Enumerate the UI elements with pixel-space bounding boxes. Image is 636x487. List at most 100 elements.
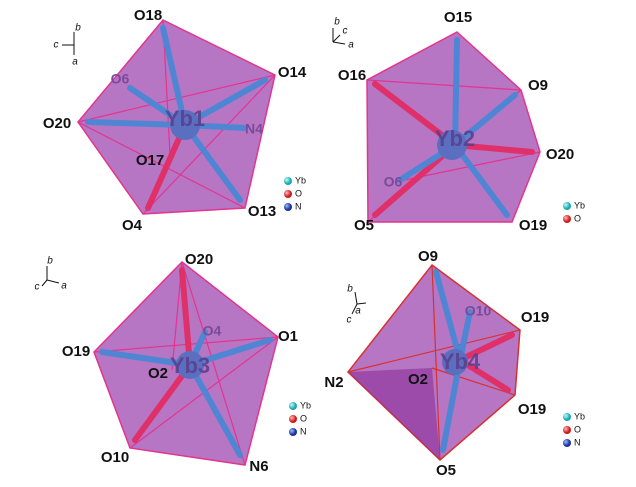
axis-label: c (347, 315, 352, 326)
atom-label: N6 (249, 458, 268, 475)
atom-label: O19 (521, 309, 549, 326)
bond (440, 357, 463, 453)
atom-label: O6 (111, 71, 130, 87)
atom-label: O9 (528, 77, 548, 94)
center-label: Yb3 (170, 353, 210, 378)
axis-label: b (47, 256, 53, 267)
bond (187, 362, 243, 458)
bond (132, 362, 193, 443)
legend-label: O (574, 424, 581, 434)
bond (457, 357, 511, 393)
atom-label: O19 (519, 217, 547, 234)
atom-label: O2 (408, 371, 428, 388)
metal-atom (176, 351, 204, 379)
bond (182, 77, 268, 128)
legend: Yb O N (289, 400, 311, 436)
bond (433, 269, 463, 363)
bond (182, 122, 243, 203)
shape (289, 428, 297, 436)
bond (452, 37, 460, 148)
shape (289, 402, 297, 410)
axis-label: a (355, 306, 361, 317)
panel-2: Yb2 O15 O16 O9 O20 O6 O5 O19 b c a Yb O (332, 9, 585, 234)
axis-label: b (75, 23, 81, 34)
bond (452, 92, 518, 148)
panel-1: Yb1 O18 O14 O6 N4 O20 O17 O13 O4 b c a Y… (43, 7, 307, 234)
atom-label: O4 (203, 323, 222, 339)
bond (457, 332, 515, 363)
bond (431, 264, 441, 461)
atom-label: N4 (245, 121, 263, 137)
atom-label: O1 (278, 328, 298, 345)
shape (284, 203, 292, 211)
bond (351, 303, 358, 315)
bond (46, 279, 60, 284)
atom-label: O2 (148, 365, 168, 382)
atom-label: O16 (338, 67, 366, 84)
atom-label: O17 (136, 152, 164, 169)
axes-indicator: b c a (332, 17, 354, 51)
bond (160, 25, 188, 128)
atom-label: O13 (248, 203, 276, 220)
atom-label: O15 (444, 9, 472, 26)
face (348, 368, 440, 460)
shape (563, 413, 571, 421)
axis-label: a (72, 57, 78, 68)
bond (431, 367, 516, 396)
bond (356, 302, 367, 305)
center-label: Yb2 (435, 126, 475, 151)
legend: Yb O N (284, 175, 306, 211)
bond (77, 121, 246, 209)
bond (452, 142, 535, 155)
bond (41, 279, 48, 287)
shape (284, 190, 292, 198)
bond (142, 74, 276, 215)
axis-label: b (334, 17, 340, 28)
panel-3: Yb3 O20 O4 O1 O19 O2 O10 N6 b c a Yb O N (35, 251, 312, 475)
atom-label: O5 (436, 462, 456, 479)
atom-label: O10 (101, 449, 129, 466)
shape (289, 415, 297, 423)
shape (563, 202, 571, 210)
legend-label: O (295, 188, 302, 198)
legend-label: Yb (574, 200, 585, 210)
metal-atom (442, 349, 468, 375)
axis-label: a (61, 281, 67, 292)
panel-4: Yb4 O9 O10 O19 N2 O2 O19 O5 b c a Yb O N (324, 248, 585, 479)
axes-indicator: b c a (54, 23, 82, 68)
atom-label: O19 (62, 343, 90, 360)
legend-label: N (574, 437, 581, 447)
axis-label: a (348, 40, 354, 51)
legend-label: Yb (574, 411, 585, 421)
atom-label: O6 (384, 174, 403, 190)
atom-label: O20 (43, 115, 71, 132)
atom-label: O14 (278, 64, 307, 81)
legend-label: N (300, 426, 307, 436)
atom-label: O4 (122, 217, 143, 234)
bond (181, 261, 246, 466)
center-label: Yb1 (165, 106, 205, 131)
bond (332, 41, 346, 45)
atom-label: O9 (418, 248, 438, 265)
metal-atom (170, 110, 200, 140)
metal-atom (437, 130, 467, 160)
bond (145, 122, 188, 211)
bond (332, 34, 341, 43)
shape (563, 426, 571, 434)
bonds (93, 261, 279, 466)
atom-label: O19 (518, 401, 546, 418)
axis-label: c (54, 40, 59, 51)
shape (284, 177, 292, 185)
shape (563, 439, 571, 447)
atom-label: O10 (465, 303, 492, 319)
atom-label: N2 (324, 374, 343, 391)
legend-label: Yb (295, 175, 306, 185)
axes-indicator: b c a (35, 256, 68, 293)
axis-label: c (343, 26, 348, 37)
legend-label: N (295, 201, 302, 211)
center-label: Yb4 (440, 349, 481, 374)
atom-label: O20 (185, 251, 213, 268)
bond (354, 291, 358, 305)
